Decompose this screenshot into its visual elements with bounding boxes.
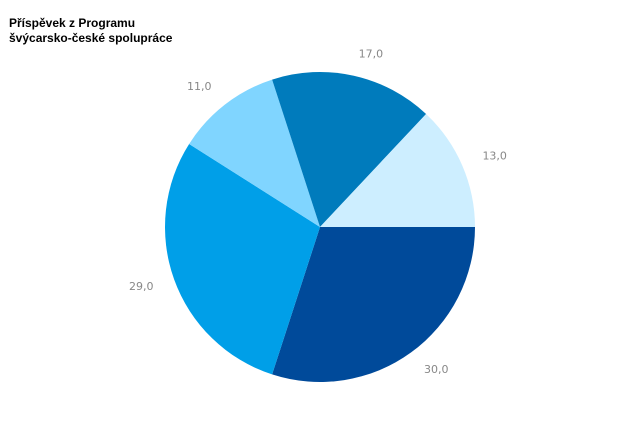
data-label: 11,0 [187, 80, 212, 93]
pie-slice [320, 114, 475, 227]
data-label: 30,0 [424, 363, 449, 376]
data-label: 13,0 [482, 150, 507, 163]
chart-title: Příspěvek z Programu švýcarsko-české spo… [9, 16, 173, 45]
pie-slice [272, 227, 475, 382]
pie-slice [189, 79, 320, 227]
pie-slice [272, 72, 427, 227]
pie-slice [164, 143, 320, 375]
data-label: 17,0 [359, 47, 384, 60]
data-label: 29,0 [129, 280, 154, 293]
